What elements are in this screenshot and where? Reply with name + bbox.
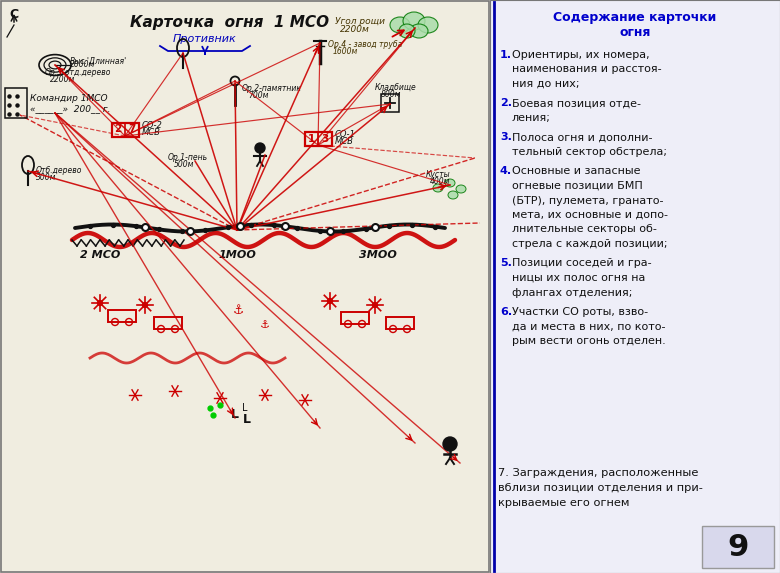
Text: С: С — [9, 8, 19, 21]
Text: вблизи позиции отделения и при-: вблизи позиции отделения и при- — [498, 483, 703, 493]
Text: Полоса огня и дополни-: Полоса огня и дополни- — [512, 132, 652, 143]
Text: Ор.3-отд.дерево: Ор.3-отд.дерево — [45, 68, 112, 77]
Text: 1МОО: 1МОО — [218, 250, 256, 260]
Text: 7: 7 — [129, 124, 136, 135]
Circle shape — [255, 143, 265, 153]
Text: 2000м: 2000м — [70, 60, 95, 69]
Text: (БТР), пулемета, гранато-: (БТР), пулемета, гранато- — [512, 195, 663, 206]
Text: 1.: 1. — [500, 50, 512, 60]
Text: L: L — [243, 403, 248, 413]
Text: огня: огня — [619, 26, 651, 38]
Ellipse shape — [390, 17, 410, 33]
Text: Выс.'Длинная': Выс.'Длинная' — [70, 57, 127, 65]
Ellipse shape — [448, 191, 458, 199]
Text: 800м: 800м — [381, 90, 402, 99]
Text: L: L — [243, 413, 251, 426]
Ellipse shape — [403, 12, 425, 30]
Text: ницы их полос огня на: ницы их полос огня на — [512, 273, 645, 283]
Circle shape — [373, 303, 378, 308]
Ellipse shape — [399, 24, 415, 38]
Text: 3МОО: 3МОО — [359, 250, 397, 260]
Bar — [381, 94, 399, 112]
Text: 2: 2 — [115, 124, 122, 135]
Circle shape — [443, 437, 457, 451]
Text: 5.: 5. — [500, 258, 512, 269]
Text: 4.: 4. — [500, 167, 512, 176]
Bar — [5, 88, 27, 118]
Text: Содержание карточки: Содержание карточки — [553, 11, 717, 25]
Bar — [108, 310, 136, 322]
Text: наименования и расстоя-: наименования и расстоя- — [512, 65, 661, 74]
Text: Кусты: Кусты — [426, 170, 451, 179]
Text: Боевая позиция отде-: Боевая позиция отде- — [512, 99, 641, 108]
Text: Основные и запасные: Основные и запасные — [512, 167, 640, 176]
Text: Угол рощи: Угол рощи — [335, 17, 385, 26]
Text: Карточка  огня  1 МСО: Карточка огня 1 МСО — [130, 15, 330, 30]
Text: Отб.дерево: Отб.дерево — [36, 166, 83, 175]
Text: 1: 1 — [307, 134, 314, 143]
Bar — [341, 312, 369, 324]
Text: ния до них;: ния до них; — [512, 79, 580, 89]
Text: 6.: 6. — [500, 307, 512, 317]
Ellipse shape — [445, 179, 455, 187]
Text: 400м: 400м — [430, 177, 450, 186]
Text: 3.: 3. — [500, 132, 512, 143]
Text: крываемые его огнем: крываемые его огнем — [498, 498, 629, 508]
Text: МСВ: МСВ — [142, 128, 161, 137]
Circle shape — [143, 303, 147, 308]
Text: 2200м: 2200м — [340, 26, 370, 34]
Ellipse shape — [410, 24, 428, 38]
Text: 3: 3 — [321, 134, 328, 143]
Bar — [154, 317, 182, 329]
Circle shape — [98, 300, 102, 305]
Text: 2200м: 2200м — [50, 75, 75, 84]
Text: огневые позиции БМП: огневые позиции БМП — [512, 181, 643, 191]
Text: Участки СО роты, взво-: Участки СО роты, взво- — [512, 307, 648, 317]
Text: ⚓: ⚓ — [260, 320, 270, 330]
Bar — [386, 317, 414, 329]
Text: Противник: Противник — [173, 34, 237, 44]
Text: флангах отделения;: флангах отделения; — [512, 288, 633, 297]
Text: лнительные секторы об-: лнительные секторы об- — [512, 225, 657, 234]
Circle shape — [328, 299, 332, 304]
Text: 2.: 2. — [500, 99, 512, 108]
Text: Ориентиры, их номера,: Ориентиры, их номера, — [512, 50, 650, 60]
Text: да и места в них, по кото-: да и места в них, по кото- — [512, 321, 665, 332]
Text: 1600м: 1600м — [333, 47, 358, 56]
Text: МСВ: МСВ — [335, 137, 354, 146]
Text: 9: 9 — [727, 532, 749, 562]
Text: 7. Заграждения, расположенные: 7. Заграждения, расположенные — [498, 468, 698, 478]
Text: Ор.2-памятник: Ор.2-памятник — [242, 84, 302, 93]
Text: ⚓: ⚓ — [232, 304, 243, 317]
Text: 300м: 300м — [36, 173, 56, 182]
Text: 700м: 700м — [248, 91, 268, 100]
Text: рым вести огонь отделен.: рым вести огонь отделен. — [512, 336, 665, 346]
Text: ления;: ления; — [512, 113, 551, 123]
Text: Ор.1-пень: Ор.1-пень — [168, 153, 208, 162]
Ellipse shape — [418, 17, 438, 33]
Text: Кладбище: Кладбище — [375, 83, 417, 92]
Ellipse shape — [433, 184, 443, 192]
Text: 500м: 500м — [174, 160, 194, 169]
Text: стрела с каждой позиции;: стрела с каждой позиции; — [512, 239, 668, 249]
Text: 2 МСО: 2 МСО — [80, 250, 120, 260]
Ellipse shape — [456, 185, 466, 193]
Bar — [702, 526, 774, 568]
Text: Ор.4 - завод труба: Ор.4 - завод труба — [328, 40, 402, 49]
Text: мета, их основные и допо-: мета, их основные и допо- — [512, 210, 668, 220]
Text: СО-2: СО-2 — [142, 121, 163, 130]
Text: Командир 1МСО: Командир 1МСО — [30, 94, 108, 103]
Text: тельный сектор обстрела;: тельный сектор обстрела; — [512, 147, 667, 157]
Text: СО-1: СО-1 — [335, 130, 356, 139]
Text: L: L — [231, 408, 239, 421]
Text: Позиции соседей и гра-: Позиции соседей и гра- — [512, 258, 651, 269]
Text: «______»  200__ г.: «______» 200__ г. — [30, 104, 111, 113]
